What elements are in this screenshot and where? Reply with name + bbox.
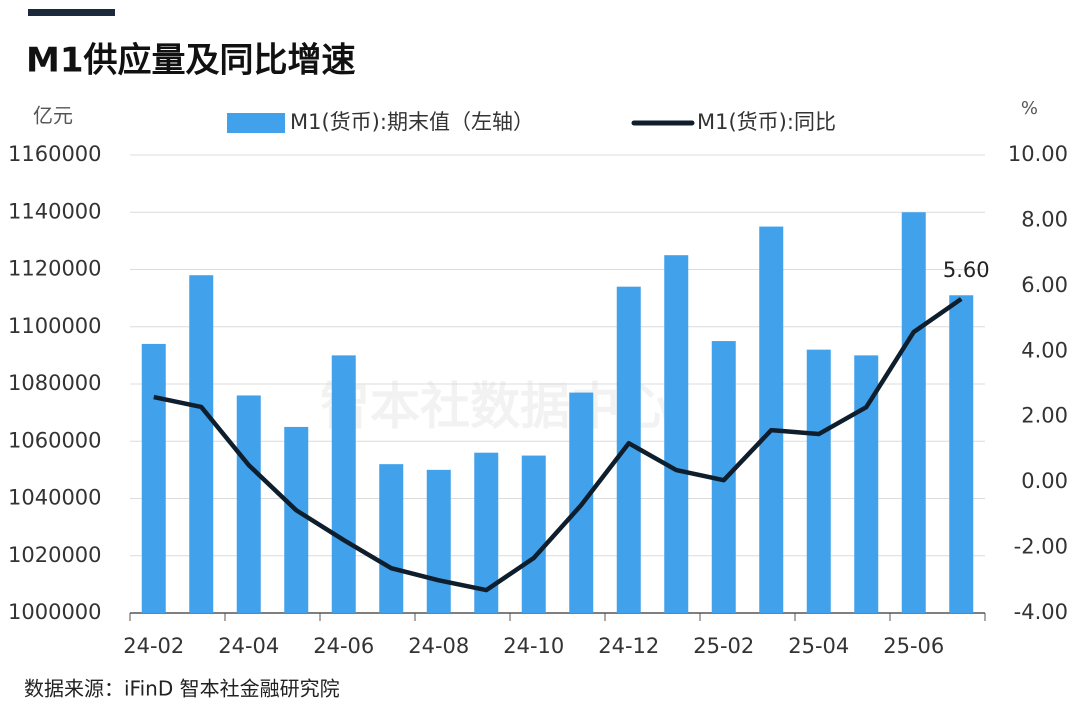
y2-tick-label: -2.00 [1014,535,1068,559]
legend-label: M1(货币):同比 [697,110,836,134]
x-tick-label: 24-06 [313,634,374,658]
x-tick-label: 25-06 [883,634,944,658]
y2-axis-unit: % [1021,98,1038,119]
x-tick-label: 24-02 [123,634,184,658]
y2-tick-label: 4.00 [1021,338,1068,362]
legend-label: M1(货币):期末值（左轴） [290,110,534,134]
source-note: 数据来源：iFinD 智本社金融研究院 [24,677,340,701]
y-tick-label: 1120000 [8,257,102,281]
y-tick-label: 1140000 [8,199,102,223]
bar [284,426,309,613]
bar [379,464,404,613]
y-tick-label: 1060000 [8,428,102,452]
bar [806,349,831,613]
bar [664,255,689,613]
bar [949,295,974,613]
bar [189,275,214,613]
y2-tick-label: 2.00 [1021,404,1068,428]
y-tick-label: 1000000 [8,600,102,624]
bar [141,343,166,613]
y-axis-unit: 亿元 [33,104,73,128]
bar [901,212,926,613]
y-tick-label: 1080000 [8,371,102,395]
line-series [153,297,963,593]
x-tick-label: 24-10 [503,634,564,658]
y2-tick-label: 8.00 [1021,207,1068,231]
y-tick-label: 1040000 [8,486,102,510]
y-tick-label: 1020000 [8,543,102,567]
x-tick-label: 24-04 [218,634,279,658]
bar [236,395,261,613]
x-tick-label: 25-04 [788,634,849,658]
watermark: 智本社数据中心 [320,378,670,436]
y-tick-label: 1100000 [8,314,102,338]
bar [759,226,784,613]
chart-title: M1供应量及同比增速 [26,41,356,81]
bar [521,455,546,613]
y2-tick-label: 6.00 [1021,273,1068,297]
y-tick-label: 1160000 [8,142,102,166]
y2-tick-label: 10.00 [1008,142,1068,166]
bar [426,469,451,613]
y2-tick-label: 0.00 [1021,469,1068,493]
x-tick-label: 25-02 [693,634,754,658]
data-label: 5.60 [943,258,990,282]
x-tick-label: 24-12 [598,634,659,658]
x-tick-label: 24-08 [408,634,469,658]
title-accent [28,9,115,16]
legend-swatch [227,113,285,133]
y2-tick-label: -4.00 [1014,600,1068,624]
bar [331,355,356,613]
